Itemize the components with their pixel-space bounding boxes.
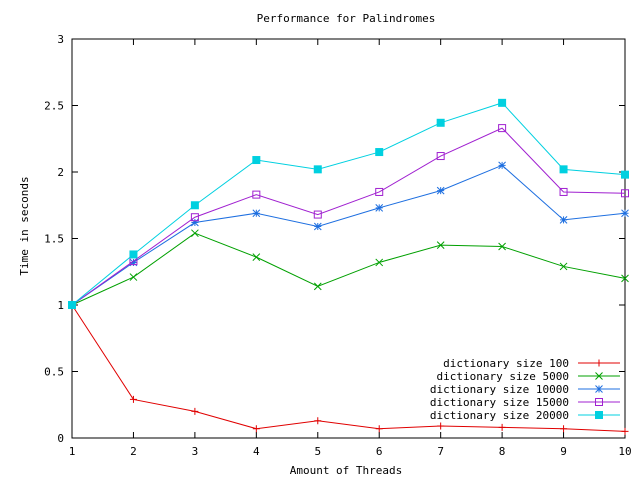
data-point (560, 425, 568, 433)
legend-label: dictionary size 20000 (430, 409, 569, 422)
x-tick-label: 8 (499, 445, 506, 458)
x-tick-label: 1 (69, 445, 76, 458)
data-point (375, 187, 384, 196)
y-axis-label: Time in seconds (18, 176, 31, 275)
x-tick-label: 2 (130, 445, 137, 458)
x-tick-label: 6 (376, 445, 383, 458)
y-tick-label: 0 (57, 432, 64, 445)
series-line (71, 304, 626, 432)
y-tick-label: 2 (57, 166, 64, 179)
data-point (621, 427, 629, 435)
data-point (436, 241, 445, 250)
data-point (621, 274, 629, 283)
series-line (71, 127, 626, 306)
legend-marker (595, 359, 603, 367)
data-point (498, 242, 506, 251)
series-layer (68, 98, 629, 435)
data-point (191, 218, 199, 227)
legend-label: dictionary size 5000 (437, 370, 569, 383)
legend-label: dictionary size 10000 (430, 383, 569, 396)
data-point (252, 190, 261, 199)
data-point (559, 216, 568, 224)
data-point (129, 395, 137, 403)
x-tick-label: 5 (314, 445, 321, 458)
series-line (71, 232, 626, 306)
x-tick-label: 4 (253, 445, 260, 458)
data-point (621, 170, 629, 179)
y-tick-label: 1 (57, 299, 64, 312)
y-tick-label: 1.5 (44, 233, 64, 246)
x-axis-label: Amount of Threads (290, 464, 403, 477)
legend-label: dictionary size 15000 (430, 396, 569, 409)
data-point (313, 165, 322, 174)
legend-marker (595, 372, 603, 380)
data-point (252, 253, 261, 261)
data-point (498, 98, 507, 107)
data-point (313, 222, 322, 231)
legend-entry-3: dictionary size 10000 (430, 383, 620, 396)
chart-title: Performance for Palindromes (257, 12, 436, 25)
y-tick-label: 0.5 (44, 366, 64, 379)
data-point (129, 250, 138, 259)
series-2 (68, 229, 629, 309)
data-point (621, 189, 629, 198)
data-point (436, 186, 445, 195)
legend-label: dictionary size 100 (443, 357, 569, 370)
data-point (375, 204, 384, 212)
y-tick-label: 2.5 (44, 100, 64, 113)
data-point (559, 187, 568, 196)
data-point (375, 258, 384, 267)
x-tick-label: 10 (618, 445, 631, 458)
x-tick-label: 9 (560, 445, 567, 458)
legend-entry-4: dictionary size 15000 (430, 396, 620, 409)
series-line (71, 164, 626, 306)
data-point (437, 422, 445, 430)
data-point (191, 229, 199, 238)
data-point (190, 213, 199, 222)
data-point (314, 417, 322, 425)
data-point (498, 124, 507, 133)
data-point (313, 282, 322, 291)
legend-entry-1: dictionary size 100 (443, 357, 620, 370)
data-point (190, 201, 199, 210)
data-point (436, 152, 445, 161)
data-point (252, 425, 260, 433)
data-point (68, 301, 76, 309)
data-point (375, 148, 384, 157)
legend-marker (595, 411, 603, 419)
data-point (621, 209, 629, 218)
legend-marker (595, 385, 603, 393)
data-point (559, 262, 568, 271)
data-point (436, 118, 445, 127)
data-point (375, 425, 383, 433)
series-3 (68, 161, 629, 309)
x-tick-label: 7 (437, 445, 444, 458)
data-point (252, 209, 261, 218)
data-point (252, 156, 261, 165)
data-point (191, 407, 199, 415)
data-point (559, 165, 568, 174)
x-tick-label: 3 (192, 445, 199, 458)
data-point (313, 210, 322, 219)
y-tick-label: 3 (57, 33, 64, 46)
legend-entry-2: dictionary size 5000 (437, 370, 620, 383)
data-point (129, 273, 138, 281)
axes: 1 2 3 4 5 6 7 8 9 10 0 0.5 1 1.5 2 2.5 3 (44, 33, 632, 458)
legend-entry-5: dictionary size 20000 (430, 409, 620, 422)
series-5 (68, 98, 629, 309)
data-point (498, 161, 506, 170)
legend-marker (595, 398, 603, 406)
series-line (71, 102, 626, 306)
series-4 (68, 124, 629, 309)
series-1 (68, 301, 629, 435)
data-point (498, 423, 506, 431)
data-point (129, 258, 138, 267)
